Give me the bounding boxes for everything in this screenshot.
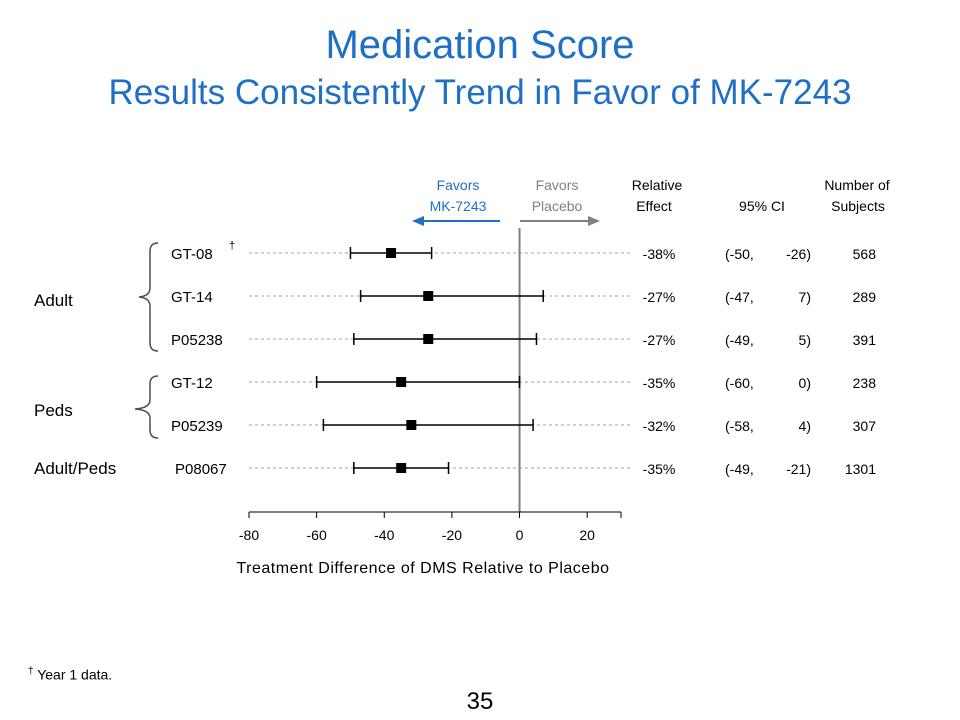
study-name: GT-12	[171, 375, 213, 392]
subjects-count: 391	[853, 332, 877, 348]
group-label-peds: Peds	[34, 401, 73, 420]
effect-point	[406, 420, 417, 430]
study-name-mark: †	[229, 240, 235, 252]
group-label-adult: Adult	[34, 291, 73, 310]
x-tick-label: -20	[442, 527, 462, 543]
ci-high-label: 7)	[799, 289, 811, 305]
x-tick-label: -80	[239, 527, 259, 543]
arrow-favors-placebo-head	[588, 216, 600, 226]
header-subjects-line1: Number of	[824, 177, 889, 193]
relative-effect-label: -35%	[643, 375, 676, 391]
study-name: GT-14	[171, 289, 213, 306]
effect-point	[396, 463, 407, 473]
ci-low-label: (-50,	[725, 246, 754, 262]
subjects-count: 238	[853, 375, 877, 391]
relative-effect-label: -27%	[643, 332, 676, 348]
effect-point	[386, 248, 397, 258]
header-relative-line2: Effect	[636, 198, 672, 214]
header-relative-line1: Relative	[632, 177, 683, 193]
study-name: P05239	[171, 418, 223, 435]
relative-effect-label: -38%	[643, 246, 676, 262]
brace-adult	[138, 242, 159, 352]
ci-high-label: 0)	[799, 375, 811, 391]
ci-high-label: -21)	[786, 461, 811, 477]
brace-peds	[134, 375, 159, 439]
study-name: GT-08	[171, 246, 213, 263]
ci-low-label: (-49,	[725, 332, 754, 348]
ci-low-label: (-49,	[725, 461, 754, 477]
header-favors-drug-line1: Favors	[437, 177, 480, 193]
x-axis-label: Treatment Difference of DMS Relative to …	[237, 560, 610, 577]
effect-point	[423, 334, 434, 344]
study-name: P05238	[171, 332, 223, 349]
effect-point	[396, 377, 407, 387]
x-tick-label: 20	[579, 527, 595, 543]
relative-effect-label: -32%	[643, 418, 676, 434]
relative-effect-label: -35%	[643, 461, 676, 477]
footnote: † Year 1 data.	[28, 666, 112, 683]
ci-high-label: 5)	[799, 332, 811, 348]
ci-low-label: (-47,	[725, 289, 754, 305]
ci-low-label: (-60,	[725, 375, 754, 391]
study-name: P08067	[175, 461, 227, 478]
header-ci: 95% CI	[739, 198, 785, 214]
subjects-count: 307	[853, 418, 877, 434]
page-number: 35	[466, 688, 494, 715]
footnote-text: Year 1 data.	[33, 666, 113, 683]
ci-high-label: 4)	[799, 418, 811, 434]
slide-title: Medication Score	[325, 23, 635, 67]
header-favors-placebo-line1: Favors	[536, 177, 579, 193]
subjects-count: 568	[853, 246, 877, 262]
x-tick-label: 0	[516, 527, 524, 543]
x-tick-label: -40	[374, 527, 394, 543]
footnote-mark: †	[28, 666, 34, 677]
ci-low-label: (-58,	[725, 418, 754, 434]
subjects-count: 289	[853, 289, 877, 305]
header-subjects-line2: Subjects	[831, 198, 885, 214]
relative-effect-label: -27%	[643, 289, 676, 305]
header-favors-drug-line2: MK-7243	[430, 198, 487, 214]
x-tick-label: -60	[307, 527, 327, 543]
effect-point	[423, 291, 434, 301]
slide-subtitle: Results Consistently Trend in Favor of M…	[108, 73, 852, 112]
arrow-favors-drug-head	[412, 216, 424, 226]
group-label-adult-peds: Adult/Peds	[34, 459, 116, 478]
ci-high-label: -26)	[786, 246, 811, 262]
header-favors-placebo-line2: Placebo	[532, 198, 583, 214]
subjects-count: 1301	[845, 461, 876, 477]
